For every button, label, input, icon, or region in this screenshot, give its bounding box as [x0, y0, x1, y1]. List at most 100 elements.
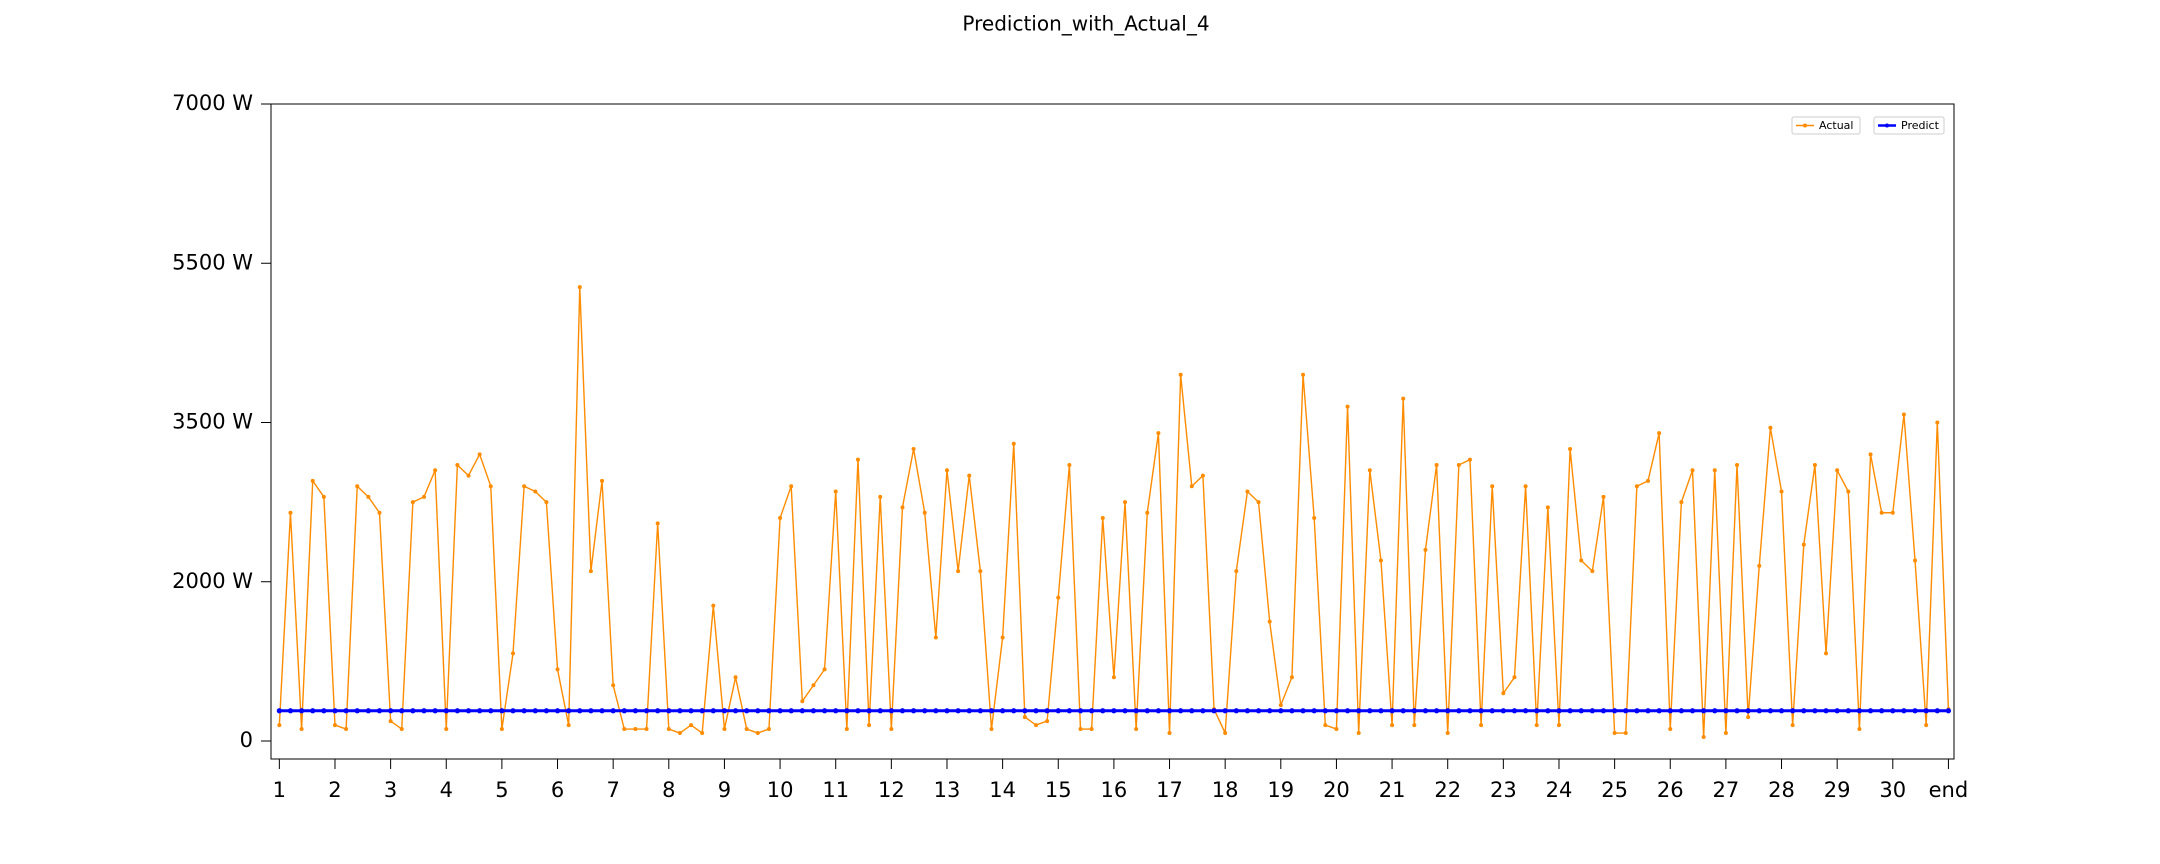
data-point [1000, 708, 1006, 714]
data-point [1824, 651, 1829, 656]
data-point [633, 727, 638, 732]
data-point [1267, 708, 1273, 714]
data-point [933, 708, 939, 714]
data-point [1723, 708, 1729, 714]
data-point [1667, 708, 1673, 714]
data-point [655, 708, 661, 714]
data-point [1033, 708, 1039, 714]
data-point [1767, 708, 1773, 714]
data-point [911, 447, 916, 452]
data-point [1422, 708, 1429, 714]
data-point [789, 484, 794, 489]
data-point [1746, 715, 1751, 720]
data-point [1134, 727, 1139, 732]
data-point [1322, 708, 1328, 714]
data-point [1645, 708, 1651, 714]
data-point [911, 708, 917, 714]
data-point [1166, 708, 1173, 714]
x-tick-label: 22 [1434, 778, 1461, 802]
data-point [1623, 731, 1628, 736]
data-point [410, 708, 416, 714]
data-point [1445, 731, 1450, 736]
x-tick-label: 6 [551, 778, 564, 802]
data-point [1868, 452, 1873, 457]
data-point [577, 708, 583, 714]
data-point [666, 727, 671, 732]
data-point [1545, 708, 1551, 714]
data-point [511, 651, 516, 656]
data-point [988, 708, 995, 714]
data-point [1601, 494, 1606, 499]
x-tick-label: 1 [273, 778, 286, 802]
data-point [454, 708, 460, 714]
data-point [1456, 462, 1461, 467]
data-point [1568, 447, 1573, 452]
data-point [922, 510, 927, 515]
data-point [889, 727, 894, 732]
data-point [1245, 489, 1250, 494]
data-point [1757, 563, 1762, 568]
data-point [644, 727, 649, 732]
data-point [543, 708, 550, 714]
data-point [1089, 708, 1095, 714]
data-point [855, 457, 860, 462]
data-point [610, 708, 616, 714]
data-point [1345, 404, 1350, 409]
data-point [1200, 708, 1206, 714]
data-point [388, 719, 393, 724]
x-tick-label: 20 [1323, 778, 1350, 802]
data-point [1155, 708, 1161, 714]
data-point [1256, 500, 1261, 505]
data-point [1856, 708, 1863, 714]
data-point [732, 708, 739, 714]
data-point [810, 708, 817, 714]
data-point [1834, 708, 1840, 714]
legend: Actual Predict [1791, 116, 1945, 135]
data-point [1790, 708, 1796, 714]
data-point [433, 468, 438, 473]
data-point [277, 723, 282, 728]
data-point [900, 505, 905, 510]
data-point [355, 484, 360, 489]
data-point [1289, 708, 1295, 714]
data-point [878, 494, 883, 499]
data-point [1211, 708, 1217, 714]
data-point [1133, 708, 1139, 714]
data-point [376, 708, 383, 714]
data-point [677, 731, 682, 736]
data-point [1478, 708, 1484, 714]
data-point [922, 708, 928, 714]
data-point [477, 708, 483, 714]
data-point [1467, 457, 1472, 462]
data-point [877, 708, 883, 714]
x-tick-label: 2 [328, 778, 341, 802]
data-point [855, 708, 861, 714]
data-point [1301, 372, 1306, 377]
x-tick-label: 11 [822, 778, 849, 802]
data-point [1433, 708, 1440, 714]
data-point [287, 708, 294, 714]
data-point [399, 708, 405, 714]
legend-label: Actual [1819, 119, 1853, 132]
data-point [1734, 708, 1740, 714]
data-point [1634, 484, 1639, 489]
data-point [544, 500, 549, 505]
data-point [777, 708, 783, 714]
legend-label: Predict [1901, 119, 1940, 132]
data-point [1723, 731, 1728, 736]
data-point [632, 708, 639, 714]
data-point [1122, 708, 1128, 714]
series [276, 708, 1952, 714]
data-point [1100, 708, 1106, 714]
data-point [299, 708, 305, 714]
data-point [1145, 510, 1150, 515]
data-point [867, 723, 872, 728]
data-point [778, 516, 783, 521]
data-point [332, 708, 338, 714]
x-tick-label: 28 [1768, 778, 1795, 802]
data-point [488, 708, 494, 714]
data-point [1189, 708, 1195, 714]
data-point [1612, 731, 1617, 736]
data-point [1490, 484, 1495, 489]
data-point [1278, 703, 1283, 708]
